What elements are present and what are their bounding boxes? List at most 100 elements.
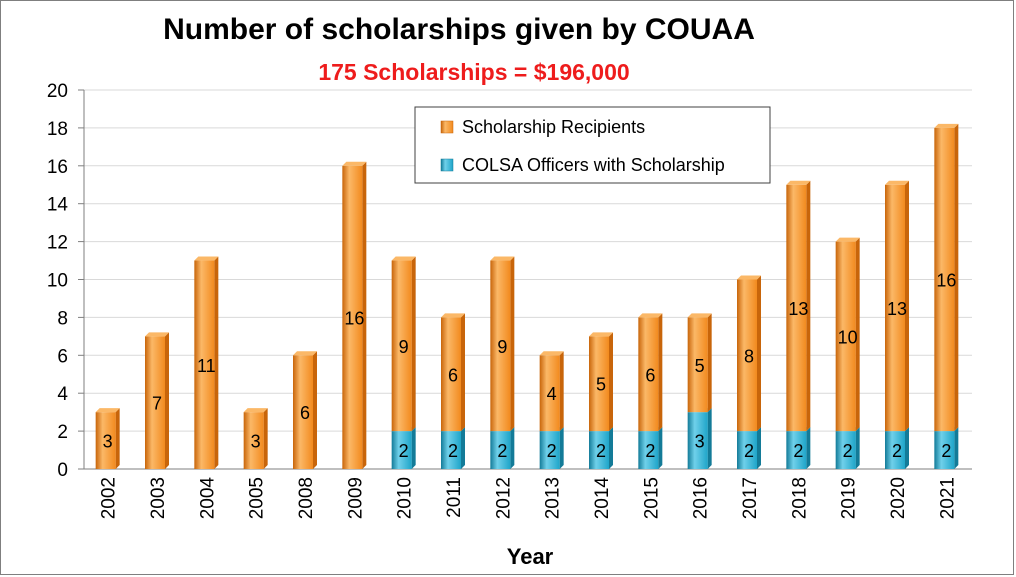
bar-side-recipients bbox=[115, 408, 120, 469]
bar-side-recipients bbox=[609, 332, 613, 432]
bar-side-officers bbox=[954, 427, 959, 469]
bar-top-recipients bbox=[441, 313, 465, 318]
bar-recipients-2008 bbox=[293, 355, 313, 469]
bar-top-recipients bbox=[194, 256, 219, 261]
bar-side-recipients bbox=[707, 313, 712, 413]
bar-side-officers bbox=[658, 427, 663, 469]
bar-side-recipients bbox=[658, 313, 663, 432]
bar-officers-2016 bbox=[687, 412, 708, 469]
bar-side-recipients bbox=[165, 332, 169, 469]
y-tick-label: 0 bbox=[57, 460, 68, 481]
bar-top-recipients bbox=[786, 180, 811, 185]
bar-officers-2010 bbox=[391, 431, 412, 469]
bar-top-recipients bbox=[145, 332, 169, 337]
x-tick-label: 2019 bbox=[839, 477, 860, 519]
data-label: 3 bbox=[251, 432, 261, 452]
bar-recipients-2014 bbox=[589, 336, 609, 432]
data-label: 2 bbox=[793, 441, 803, 461]
bar-recipients-2002 bbox=[95, 412, 116, 469]
bar-side-officers bbox=[461, 427, 465, 469]
bar-recipients-2019 bbox=[835, 241, 856, 432]
bar-side-officers bbox=[806, 427, 811, 469]
bar-officers-2012 bbox=[490, 431, 511, 469]
bar-top-recipients bbox=[95, 408, 120, 413]
x-tick-label: 2004 bbox=[197, 477, 218, 520]
data-label: 3 bbox=[695, 432, 705, 452]
bar-side-recipients bbox=[806, 180, 811, 432]
bar-recipients-2021 bbox=[934, 127, 955, 432]
bar-recipients-2016 bbox=[687, 317, 708, 413]
x-tick-label: 2009 bbox=[345, 477, 366, 519]
bars: 3 7 11 3 6 16 2 9 2 6 2 9 2 4 2 5 2 6 3 5 2 8 2 13 2 10 2 13 2 16 bbox=[95, 123, 959, 470]
bar-top-recipients bbox=[885, 180, 909, 185]
bar-side-recipients bbox=[461, 313, 465, 432]
bar-officers-2013 bbox=[539, 431, 560, 469]
data-label: 2 bbox=[645, 441, 655, 461]
bar-side-recipients bbox=[855, 237, 860, 432]
y-tick-label: 4 bbox=[57, 384, 68, 405]
bar-officers-2015 bbox=[638, 431, 659, 469]
bar-recipients-2015 bbox=[638, 317, 659, 432]
x-tick-label: 2010 bbox=[395, 477, 416, 519]
bar-side-officers bbox=[609, 427, 613, 469]
x-tick-label: 2013 bbox=[543, 477, 564, 519]
x-tick-label: 2020 bbox=[888, 477, 909, 519]
bar-top-recipients bbox=[342, 161, 367, 166]
bar-recipients-2017 bbox=[737, 279, 757, 432]
bar-side-recipients bbox=[905, 180, 909, 432]
bar-top-recipients bbox=[391, 256, 416, 261]
y-tick-label: 20 bbox=[47, 81, 68, 102]
x-tick-label: 2021 bbox=[937, 477, 958, 519]
bar-recipients-2018 bbox=[786, 184, 807, 432]
chart-subtitle: 175 Scholarships = $196,000 bbox=[318, 59, 630, 85]
x-tick-label: 2002 bbox=[99, 477, 120, 519]
bar-officers-2017 bbox=[737, 431, 757, 469]
y-tick-label: 6 bbox=[57, 346, 68, 367]
bar-side-officers bbox=[855, 427, 860, 469]
data-label: 16 bbox=[936, 271, 956, 291]
data-label: 10 bbox=[838, 327, 858, 347]
x-tick-label: 2005 bbox=[247, 477, 268, 519]
bar-side-recipients bbox=[757, 275, 761, 432]
data-label: 7 bbox=[152, 394, 162, 414]
x-tick-label: 2014 bbox=[592, 477, 613, 520]
data-label: 2 bbox=[744, 441, 754, 461]
bar-top-recipients bbox=[737, 275, 761, 280]
data-label: 13 bbox=[788, 299, 808, 319]
bar-side-recipients bbox=[313, 351, 317, 469]
bar-top-recipients bbox=[243, 408, 268, 413]
data-label: 4 bbox=[547, 384, 557, 404]
bar-officers-2014 bbox=[589, 431, 609, 469]
legend-swatch-officers bbox=[440, 158, 454, 172]
x-tick-label: 2008 bbox=[296, 477, 317, 519]
data-label: 6 bbox=[300, 403, 310, 423]
bar-officers-2019 bbox=[835, 431, 856, 469]
legend-label-officers: COLSA Officers with Scholarship bbox=[462, 155, 725, 175]
bar-side-officers bbox=[905, 427, 909, 469]
y-tick-label: 12 bbox=[47, 233, 68, 254]
data-label: 2 bbox=[399, 441, 409, 461]
bar-recipients-2013 bbox=[539, 355, 560, 432]
data-label: 6 bbox=[645, 365, 655, 385]
bar-officers-2018 bbox=[786, 431, 807, 469]
x-tick-label: 2003 bbox=[148, 477, 169, 519]
y-tick-label: 16 bbox=[47, 157, 68, 178]
bar-side-recipients bbox=[954, 123, 959, 432]
data-label: 9 bbox=[399, 337, 409, 357]
bar-top-recipients bbox=[293, 351, 317, 356]
bar-recipients-2009 bbox=[342, 165, 363, 470]
bar-side-officers bbox=[411, 427, 416, 469]
bar-top-recipients bbox=[539, 351, 564, 356]
bar-side-officers bbox=[757, 427, 761, 469]
bar-officers-2011 bbox=[441, 431, 461, 469]
bar-recipients-2003 bbox=[145, 336, 165, 469]
data-label: 2 bbox=[941, 441, 951, 461]
legend-box bbox=[414, 106, 771, 184]
bar-side-recipients bbox=[559, 351, 564, 432]
x-tick-label: 2016 bbox=[691, 477, 712, 519]
bar-side-recipients bbox=[214, 256, 219, 469]
bar-recipients-2020 bbox=[885, 184, 905, 432]
data-label: 5 bbox=[695, 356, 705, 376]
chart-title: Number of scholarships given by COUAA bbox=[163, 13, 755, 46]
